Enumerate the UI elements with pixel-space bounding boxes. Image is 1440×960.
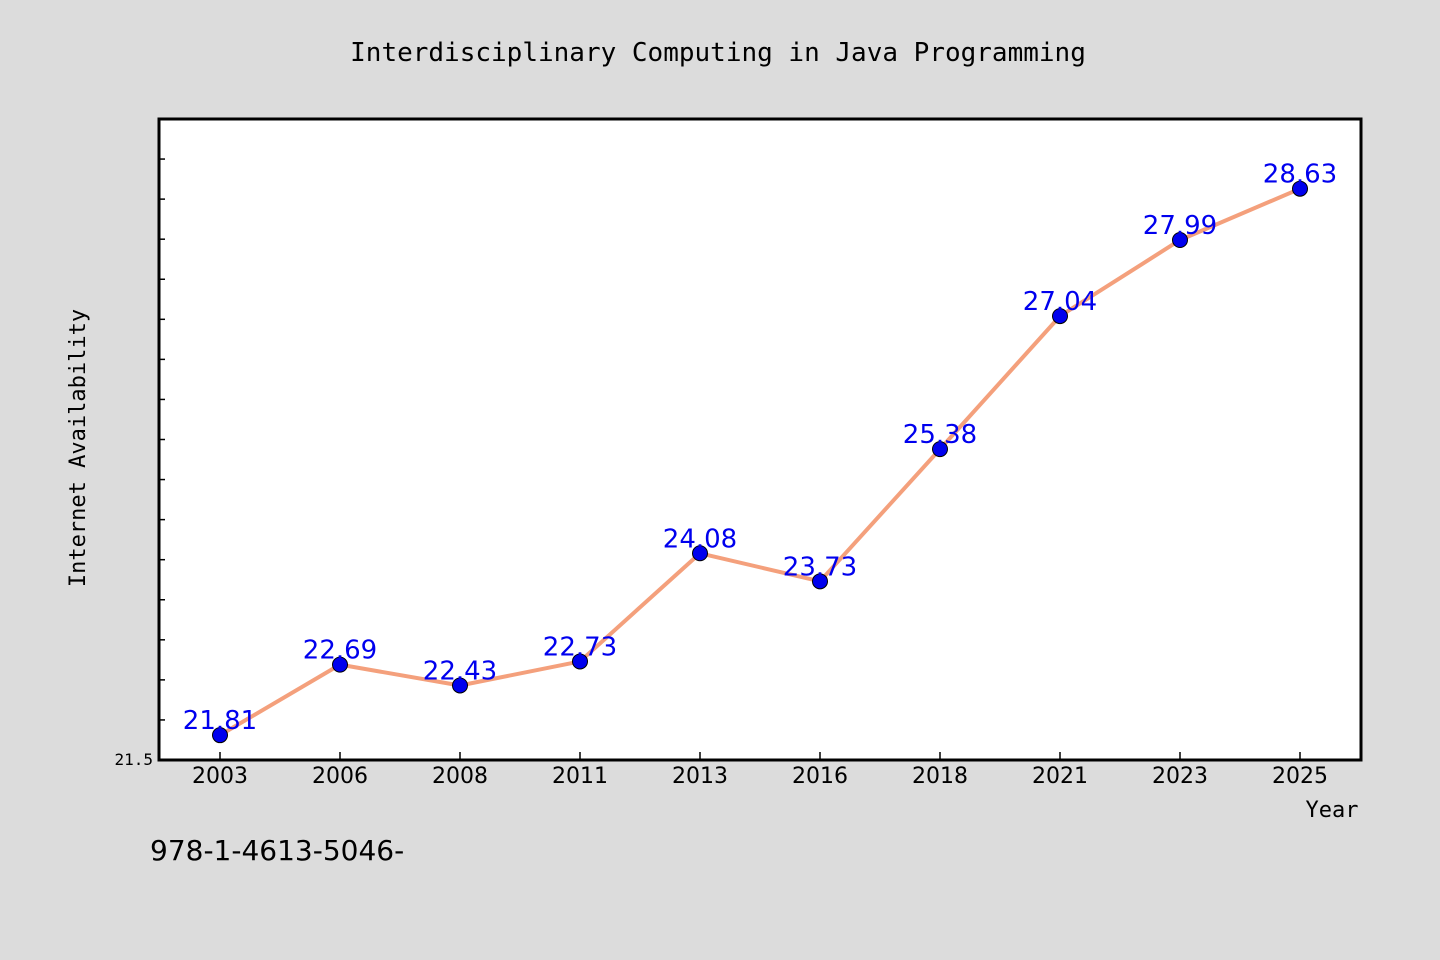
y-axis-label: Internet Availability	[66, 309, 91, 587]
data-point	[1052, 308, 1068, 325]
data-point	[932, 441, 948, 458]
data-label: 28.63	[1263, 160, 1337, 190]
x-tick-label: 2023	[1152, 764, 1208, 789]
data-label: 23.73	[783, 552, 857, 582]
chart-title: Interdisciplinary Computing in Java Prog…	[350, 38, 1086, 68]
data-label: 21.81	[183, 706, 257, 736]
x-tick-label: 2025	[1272, 764, 1328, 789]
data-point	[332, 656, 348, 673]
x-tick-label: 2021	[1032, 764, 1088, 789]
data-point	[212, 727, 228, 744]
data-labels: 21.81 22.69 22.43 22.73 24.08 23.73 25.38 27.04…	[183, 160, 1337, 736]
series-markers	[212, 180, 1308, 744]
data-point	[572, 653, 588, 670]
data-point	[1292, 180, 1308, 197]
x-tick-label: 2008	[432, 764, 488, 789]
plot-area	[157, 117, 1363, 762]
series-line	[218, 186, 1301, 737]
x-tick-label: 2013	[672, 764, 728, 789]
x-tick-label: 2018	[912, 764, 968, 789]
x-tick-label: 2006	[312, 764, 368, 789]
data-label: 22.73	[543, 632, 617, 662]
data-point	[692, 545, 708, 562]
y-axis-tick-labels: 21.5	[114, 750, 153, 769]
x-axis-tick-labels: 2003 2006 2008 2011 2013 2016 2018 2021 2023 2025	[192, 764, 1328, 789]
isbn-text: 978-1-4613-5046-	[150, 834, 405, 867]
data-label: 22.43	[423, 656, 497, 686]
x-tick-label: 2011	[552, 764, 608, 789]
x-axis-label: Year	[1306, 798, 1359, 823]
y-axis-ticks	[159, 118, 165, 761]
data-label: 25.38	[903, 420, 977, 450]
data-label: 22.69	[303, 636, 377, 666]
data-point	[812, 573, 828, 590]
data-point	[452, 677, 468, 694]
data-point	[1172, 231, 1188, 248]
x-axis-ticks	[219, 752, 1301, 760]
x-tick-label: 2016	[792, 764, 848, 789]
data-label: 27.04	[1023, 287, 1097, 317]
data-label: 24.08	[663, 524, 737, 554]
y-tick-label: 21.5	[114, 750, 153, 769]
x-tick-label: 2003	[192, 764, 248, 789]
data-label: 27.99	[1143, 211, 1217, 241]
